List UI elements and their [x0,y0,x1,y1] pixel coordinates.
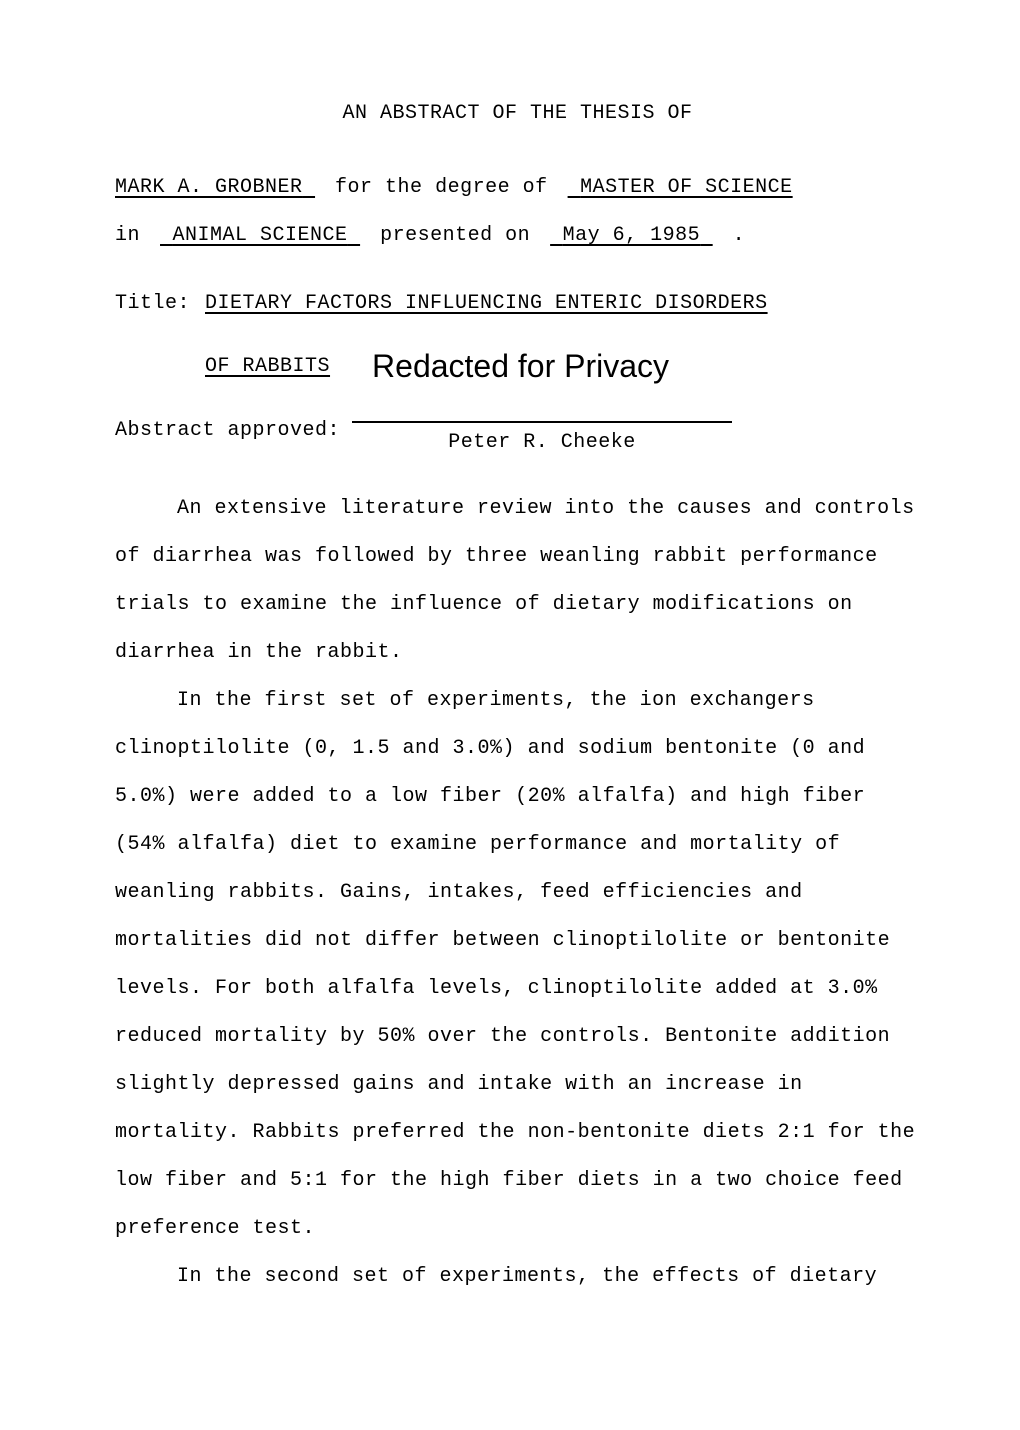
degree-name: MASTER OF SCIENCE [580,176,793,199]
pad [550,224,563,247]
pad [160,224,173,247]
paragraph-2: In the first set of experiments, the ion… [115,677,920,1253]
title-line2-row: OF RABBITSRedacted for Privacy [205,355,669,378]
title-line2: OF RABBITS [205,355,330,378]
author-name: MARK A. GROBNER [115,176,303,199]
title-block: Title:DIETARY FACTORS INFLUENCING ENTERI… [115,280,920,405]
pad [348,224,361,247]
date-underline: May 6, 1985 [550,224,713,247]
pad [303,176,316,199]
pad [700,224,713,247]
abstract-header: AN ABSTRACT OF THE THESIS OF [115,90,920,138]
dept-date-line: in ANIMAL SCIENCE presented on May 6, 19… [115,212,920,260]
redacted-text: Redacted for Privacy [330,348,669,384]
in-label: in [115,224,140,247]
title-line1: DIETARY FACTORS INFLUENCING ENTERIC DISO… [205,292,768,315]
presented-label: presented on [380,224,530,247]
author-degree-line: MARK A. GROBNER for the degree of MASTER… [115,164,920,212]
period: . [733,224,746,247]
spacer [115,138,920,164]
degree-conj: for the degree of [335,176,548,199]
dept-name: ANIMAL SCIENCE [173,224,348,247]
approval-signature: Peter R. Cheeke [352,421,732,455]
approval-row: Abstract approved: Peter R. Cheeke [115,407,920,455]
spacer [115,260,920,274]
paragraph-3: In the second set of experiments, the ef… [115,1253,920,1301]
title-body: DIETARY FACTORS INFLUENCING ENTERIC DISO… [205,280,895,405]
signature-rule [352,421,732,423]
body-text: An extensive literature review into the … [115,485,920,1301]
degree-underline: MASTER OF SCIENCE [568,176,793,199]
paragraph-1: An extensive literature review into the … [115,485,920,677]
page: AN ABSTRACT OF THE THESIS OF MARK A. GRO… [0,0,1020,1381]
title-label: Title: [115,280,205,328]
dept-underline: ANIMAL SCIENCE [160,224,360,247]
date-value: May 6, 1985 [563,224,701,247]
abstract-header-text: AN ABSTRACT OF THE THESIS OF [342,102,692,125]
pad [568,176,581,199]
author-underline: MARK A. GROBNER [115,176,315,199]
approval-label: Abstract approved: [115,407,352,455]
approver-name: Peter R. Cheeke [352,431,732,455]
